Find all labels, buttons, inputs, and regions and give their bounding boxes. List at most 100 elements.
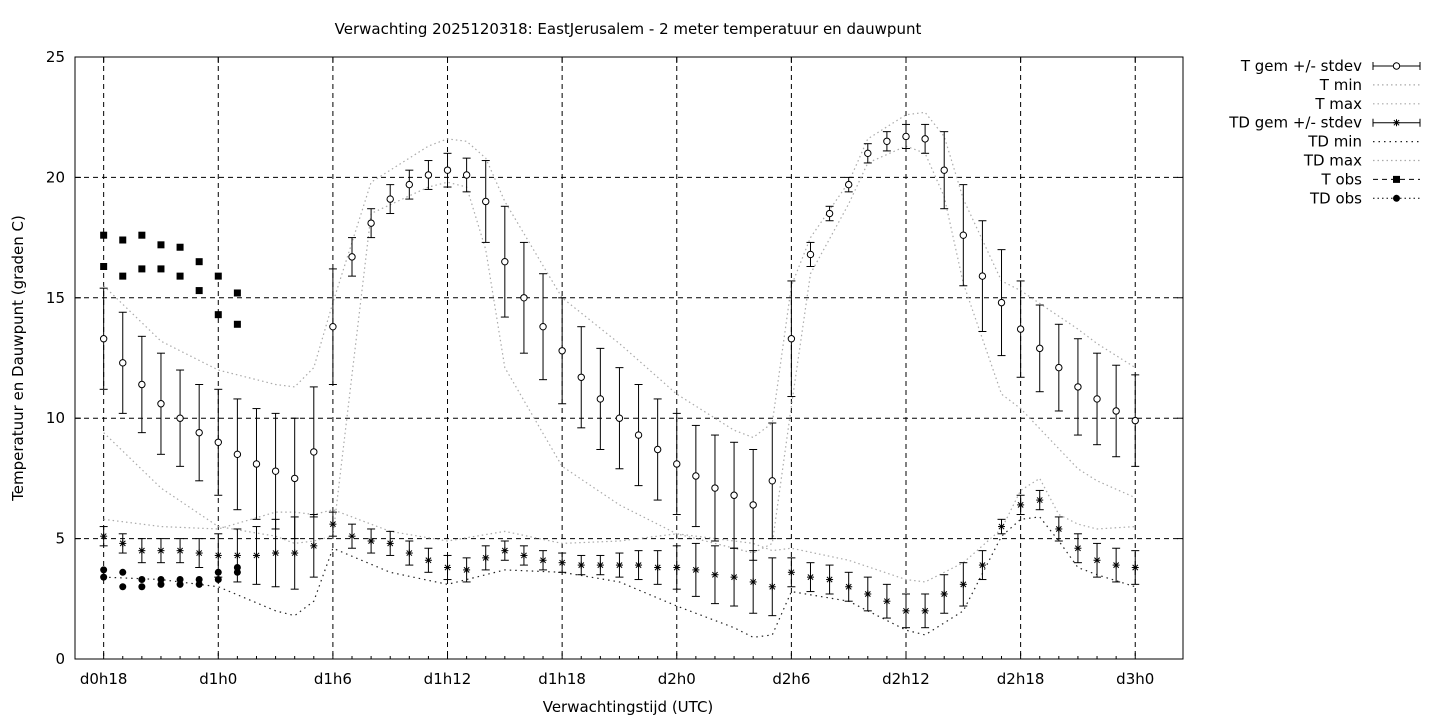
data-point	[635, 561, 643, 569]
data-point	[405, 549, 413, 557]
series-td-gem-stdev-points	[100, 496, 1139, 615]
data-point	[271, 467, 280, 475]
data-point	[405, 180, 414, 189]
x-tick-label: d0h18	[80, 670, 128, 688]
data-point	[501, 547, 509, 555]
data-point	[1093, 556, 1101, 564]
data-point	[787, 568, 795, 576]
data-point	[329, 322, 337, 331]
data-point	[749, 578, 757, 586]
data-point	[558, 347, 566, 355]
data-point	[157, 265, 165, 273]
data-point	[157, 547, 165, 555]
data-point	[864, 149, 872, 158]
legend-label: TD min	[1307, 133, 1362, 151]
data-point	[176, 547, 184, 555]
data-point	[424, 556, 432, 564]
data-point	[749, 501, 757, 509]
legend-item: TD min	[1307, 133, 1420, 151]
legend-marker	[1393, 194, 1400, 202]
data-point	[482, 197, 490, 206]
data-point	[195, 576, 203, 584]
data-point	[119, 583, 127, 591]
legend-marker	[1393, 119, 1400, 127]
data-point	[845, 583, 853, 591]
data-point	[348, 253, 356, 261]
data-point	[596, 395, 605, 403]
data-point	[157, 241, 165, 249]
legend-item: TD max	[1303, 152, 1420, 170]
data-point	[596, 561, 604, 569]
series-td-min-line	[103, 516, 1136, 638]
legend-label: TD max	[1303, 152, 1362, 170]
data-point	[959, 580, 967, 588]
data-point	[940, 166, 948, 174]
data-point	[653, 445, 662, 454]
data-point	[100, 532, 108, 540]
data-point	[826, 576, 834, 584]
data-point	[539, 322, 547, 331]
data-point	[157, 576, 165, 584]
data-point	[1017, 501, 1025, 509]
data-point	[100, 566, 108, 574]
data-point	[100, 231, 108, 239]
data-point	[195, 549, 203, 557]
data-point	[100, 262, 108, 270]
data-point	[1131, 416, 1139, 425]
data-point	[195, 287, 203, 295]
legend-label: T min	[1319, 76, 1362, 94]
data-point	[673, 460, 681, 468]
legend-item: T obs	[1321, 170, 1420, 188]
data-point	[787, 335, 796, 343]
data-point	[921, 607, 929, 615]
data-point	[310, 542, 318, 550]
data-point	[1112, 407, 1120, 415]
data-point	[214, 568, 222, 576]
data-point	[252, 460, 261, 468]
data-point	[233, 568, 241, 576]
legend-label: T max	[1314, 95, 1362, 113]
legend-label: TD obs	[1309, 189, 1362, 207]
data-point	[902, 132, 910, 141]
data-point	[864, 590, 872, 598]
data-point	[730, 491, 738, 499]
data-point	[1055, 525, 1063, 533]
data-point	[978, 272, 987, 280]
data-point	[1036, 344, 1044, 353]
data-point	[272, 549, 280, 557]
data-point	[176, 414, 184, 422]
data-point	[520, 551, 528, 559]
data-point	[252, 551, 260, 559]
data-point	[138, 231, 146, 239]
y-tick-label: 5	[55, 530, 65, 548]
data-point	[634, 431, 643, 439]
data-point	[367, 219, 375, 227]
data-point	[711, 571, 719, 579]
data-point	[825, 209, 834, 218]
data-point	[348, 532, 356, 540]
data-point	[291, 549, 299, 557]
data-point	[233, 563, 241, 571]
data-point	[1016, 325, 1025, 333]
x-tick-label: d2h18	[997, 670, 1045, 688]
x-tick-label: d3h0	[1116, 670, 1154, 688]
data-point	[290, 474, 299, 483]
data-point	[386, 539, 394, 547]
data-point	[577, 561, 585, 569]
data-point	[138, 380, 146, 389]
chart-title: Verwachting 2025120318: EastJerusalem - …	[335, 20, 922, 38]
legend-marker	[1393, 175, 1400, 183]
data-point	[176, 576, 184, 584]
data-point	[214, 272, 222, 280]
y-tick-label: 10	[46, 409, 65, 427]
legend-marker	[1392, 62, 1401, 70]
data-point	[1074, 383, 1082, 391]
data-point	[119, 272, 127, 280]
legend-item: T max	[1314, 95, 1420, 113]
legend-label: TD gem +/- stdev	[1228, 114, 1362, 132]
data-point	[386, 195, 394, 203]
data-point	[195, 428, 203, 437]
y-tick-label: 25	[46, 48, 65, 66]
data-point	[654, 563, 662, 571]
